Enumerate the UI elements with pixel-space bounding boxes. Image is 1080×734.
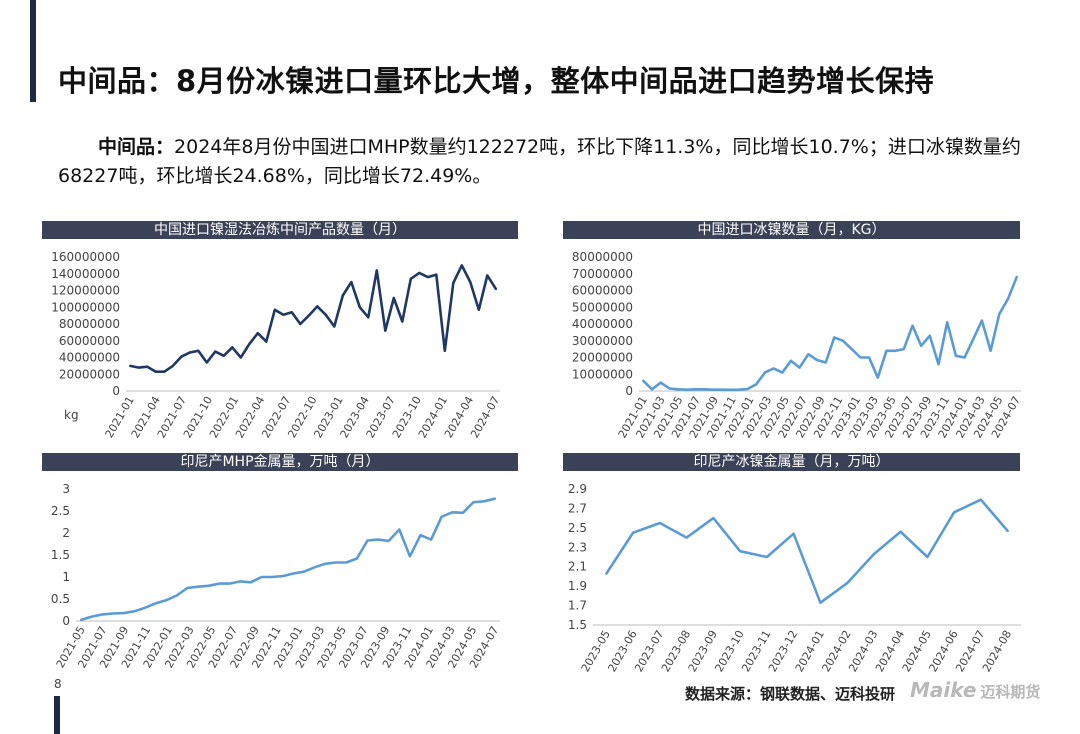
summary-lead: 中间品：	[98, 136, 175, 158]
y-tick-label: 2.7	[568, 501, 587, 515]
data-source: 数据来源：钢联数据、迈科投研	[685, 685, 896, 703]
accent-bar-bottom	[54, 696, 60, 734]
y-tick-label: 1.5	[568, 618, 587, 632]
logo-text: Maike	[910, 678, 977, 702]
y-tick-label: 70000000	[572, 267, 633, 281]
series-line	[79, 497, 497, 621]
chart-mhp-import: 中国进口镍湿法冶炼中间产品数量（月） 0 20000000 40000000 6000…	[42, 221, 518, 446]
y-tick-label: 80000000	[572, 250, 633, 264]
y-tick-label: 60000000	[59, 334, 120, 348]
y-tick-label: 100000000	[51, 300, 120, 314]
y-tick-label: 2.3	[568, 540, 587, 554]
y-tick-label: 1	[62, 570, 70, 584]
chart-nickel-matte-import: 中国进口冰镍数量（月，KG） 0 10000000 20000000 30000000…	[563, 221, 1023, 446]
y-tick-label: 0.5	[51, 592, 70, 606]
chart-title: 中国进口镍湿法冶炼中间产品数量（月）	[42, 221, 518, 239]
chart-indonesia-matte: 印尼产冰镍金属量（月，万吨） 1.5 1.7 1.9 2.1 2.3 2.5 2.7 2.9 2…	[563, 453, 1021, 678]
y-tick-label: 2.1	[568, 560, 587, 574]
y-tick-label: 120000000	[51, 284, 120, 298]
y-tick-label: 0	[112, 384, 120, 398]
y-tick-label: 50000000	[572, 300, 633, 314]
y-tick-label: 0	[625, 384, 633, 398]
y-tick-label: 20000000	[59, 367, 120, 381]
chart-indonesia-mhp: 印尼产MHP金属量，万吨（月） 0 0.5 1 1.5 2 2.5 3 2021-05 2021…	[42, 453, 518, 678]
chart-title: 印尼产MHP金属量，万吨（月）	[42, 453, 518, 471]
brand-logo: Maike 迈科期货	[910, 678, 1040, 702]
y-tick-label: 60000000	[572, 284, 633, 298]
y-tick-label: 10000000	[572, 367, 633, 381]
y-tick-label: 1.7	[568, 599, 587, 613]
y-tick-label: 2.5	[51, 504, 70, 518]
y-tick-label: 30000000	[572, 334, 633, 348]
y-tick-label: 1.9	[568, 579, 587, 593]
logo-cn: 迈科期货	[980, 683, 1041, 701]
y-tick-label: 0	[62, 614, 70, 628]
y-tick-label: 140000000	[51, 267, 120, 281]
accent-bar-top	[30, 0, 36, 102]
chart-svg: 0 10000000 20000000 30000000 40000000 5000000…	[572, 250, 1023, 440]
chart-svg: 0 20000000 40000000 60000000 80000000 1000000…	[51, 250, 502, 440]
y-tick-label: 20000000	[572, 351, 633, 365]
series-line	[642, 275, 1019, 392]
series-line	[129, 264, 498, 373]
y-tick-label: 2	[62, 526, 70, 540]
chart-svg: 1.51.71.92.12.32.52.72.92023-052023-0620…	[568, 482, 1021, 674]
y-tick-label: 1.5	[51, 548, 70, 562]
y-tick-label: 2.5	[568, 521, 587, 535]
summary-text: 2024年8月份中国进口MHP数量约122272吨，环比下降11.3%，同比增长…	[58, 136, 1021, 187]
chart-title: 印尼产冰镍金属量（月，万吨）	[563, 453, 1020, 471]
y-tick-label: 160000000	[51, 250, 120, 264]
page-title: 中间品：8月份冰镍进口量环比大增，整体中间品进口趋势增长保持	[58, 64, 935, 98]
y-tick-label: 80000000	[59, 317, 120, 331]
y-tick-label: 40000000	[59, 351, 120, 365]
summary-paragraph: 中间品：2024年8月份中国进口MHP数量约122272吨，环比下降11.3%，…	[58, 133, 1028, 191]
y-tick-label: 3	[62, 482, 70, 496]
chart-svg: 00.511.522.532021-052021-072021-092021-1…	[51, 482, 501, 670]
y-tick-label: 40000000	[572, 317, 633, 331]
unit-label: kg	[64, 408, 79, 422]
chart-title: 中国进口冰镍数量（月，KG）	[563, 221, 1020, 239]
page-number: 8	[54, 677, 62, 691]
series-line	[605, 498, 1009, 604]
y-tick-label: 2.9	[568, 482, 587, 496]
